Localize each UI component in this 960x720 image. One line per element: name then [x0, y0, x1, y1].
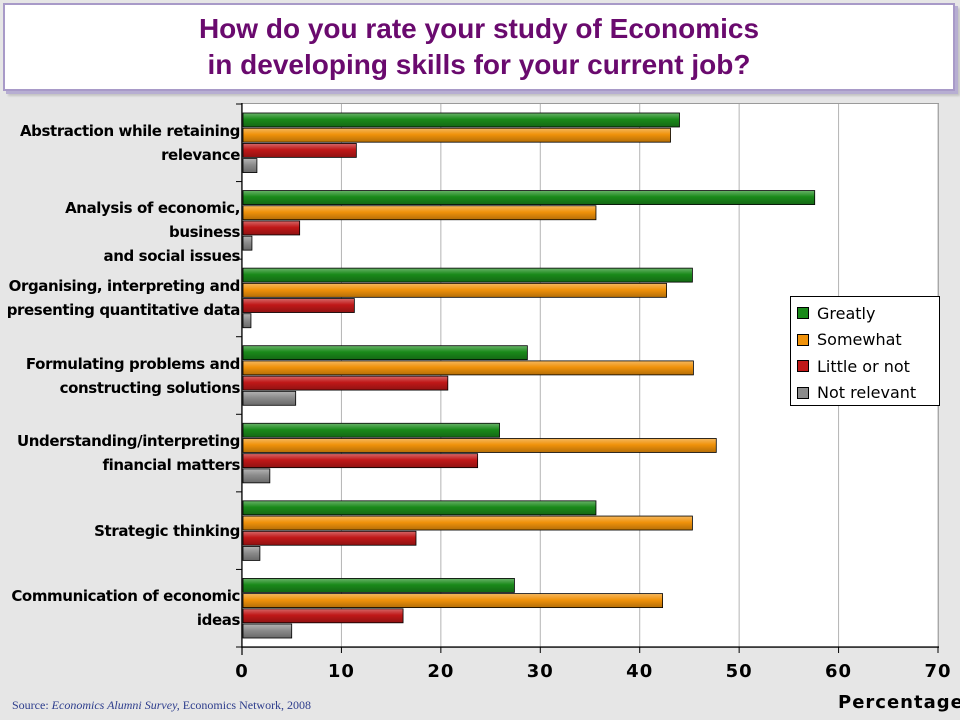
bar-little-or-not-3 [242, 375, 449, 391]
bar-greatly-2 [242, 267, 693, 283]
x-tick-label-10: 10 [328, 661, 355, 682]
source-prefix: Source: [12, 698, 52, 712]
x-tick-label-70: 70 [924, 661, 951, 682]
bar-greatly-1 [242, 190, 816, 205]
legend-swatch [797, 307, 809, 320]
x-tick-label-50: 50 [726, 661, 753, 682]
bar-somewhat-5 [242, 515, 693, 531]
source-note: Source: Economics Alumni Survey, Economi… [12, 698, 311, 713]
legend-label: Not relevant [817, 383, 917, 403]
bar-not-relevant-0 [242, 158, 258, 173]
category-label-line: ideas [196, 611, 241, 630]
bar-not-relevant-5 [242, 546, 261, 561]
bar-somewhat-2 [242, 282, 667, 298]
bar-not-relevant-2 [242, 313, 252, 329]
source-survey: Economics Alumni Survey, [51, 698, 180, 712]
category-label-2: Organising, interpreting and presenting q… [0, 274, 241, 322]
bar-somewhat-0 [242, 127, 671, 143]
x-axis-title: Percentage [838, 692, 960, 713]
x-tick-label-20: 20 [427, 661, 454, 682]
category-label-line: relevance [161, 145, 240, 164]
category-label-line: and social issues [103, 247, 241, 266]
category-label-line: Analysis of economic, business [65, 199, 240, 242]
bar-somewhat-6 [242, 593, 663, 609]
bar-little-or-not-4 [242, 453, 479, 469]
bar-not-relevant-6 [242, 623, 293, 639]
source-suffix: Economics Network, 2008 [179, 698, 312, 712]
legend-item-greatly: Greatly [797, 300, 939, 327]
bar-greatly-4 [242, 422, 500, 438]
legend-swatch [797, 333, 809, 346]
bar-little-or-not-1 [242, 220, 301, 236]
legend-item-not-relevant: Not relevant [797, 380, 939, 407]
category-label-4: Understanding/interpreting financial matt… [0, 429, 240, 477]
bar-greatly-5 [242, 500, 597, 516]
category-label-1: Analysis of economic, business and social… [0, 196, 240, 268]
bar-little-or-not-2 [242, 298, 355, 313]
legend-label: Little or not [817, 356, 910, 376]
title-box: How do you rate your study of Economics … [3, 3, 955, 91]
category-label-line: Communication of economic [11, 587, 240, 606]
bar-somewhat-3 [242, 360, 694, 376]
category-label-5: Strategic thinking [0, 519, 240, 543]
bar-somewhat-4 [242, 438, 717, 453]
chart-title-line-1: How do you rate your study of Economics [198, 13, 760, 44]
bar-little-or-not-5 [242, 530, 417, 546]
legend-item-little-or-not: Little or not [797, 353, 939, 380]
category-label-0: Abstraction while retaining relevance [0, 119, 240, 167]
legend-item-somewhat: Somewhat [797, 327, 939, 354]
category-label-line: Strategic thinking [94, 521, 240, 540]
bar-greatly-6 [242, 578, 515, 593]
category-label-3: Formulating problems and constructing sol… [0, 352, 240, 400]
category-label-line: presenting quantitative data [6, 300, 241, 319]
legend: Greatly Somewhat Little or not Not relevant [790, 296, 940, 406]
x-tick-label-0: 0 [235, 661, 249, 682]
legend-swatch [797, 386, 809, 399]
category-label-line: Abstraction while retaining [19, 121, 240, 140]
bar-somewhat-1 [242, 205, 597, 221]
category-label-line: Understanding/interpreting [16, 432, 240, 451]
x-tick-label-40: 40 [626, 661, 653, 682]
bar-greatly-0 [242, 112, 680, 128]
legend-label: Greatly [817, 303, 876, 323]
category-label-6: Communication of economic ideas [0, 584, 240, 632]
legend-label: Somewhat [817, 330, 902, 350]
category-label-line: Organising, interpreting and [8, 276, 241, 295]
x-tick-label-30: 30 [527, 661, 554, 682]
bar-little-or-not-6 [242, 608, 404, 624]
bar-not-relevant-3 [242, 390, 297, 406]
bar-not-relevant-4 [242, 468, 271, 484]
bar-little-or-not-0 [242, 142, 357, 158]
bar-greatly-3 [242, 345, 528, 361]
x-tick-label-60: 60 [825, 661, 852, 682]
category-label-line: constructing solutions [59, 378, 241, 397]
chart-title-line-2: in developing skills for your current jo… [207, 49, 751, 80]
category-label-line: Formulating problems and [25, 354, 240, 373]
legend-swatch [797, 360, 809, 373]
category-label-line: financial matters [102, 456, 241, 475]
bar-not-relevant-1 [242, 235, 253, 251]
